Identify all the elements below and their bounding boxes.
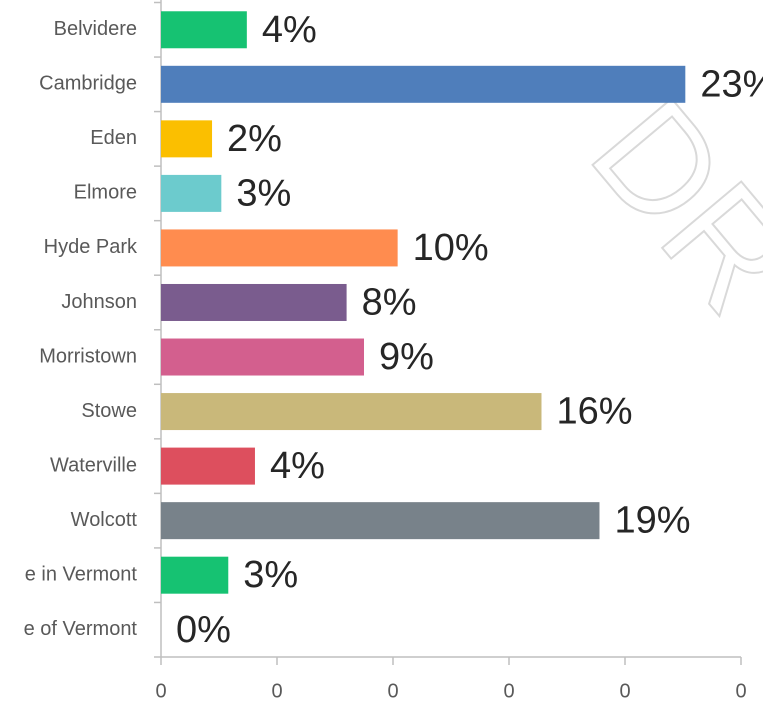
- bar: [161, 447, 255, 485]
- value-label: 10%: [413, 227, 489, 269]
- category-label: Elmore: [74, 182, 137, 204]
- category-label: Hyde Park: [44, 236, 138, 258]
- x-tick-label: 0: [271, 680, 282, 702]
- category-label: Cambridge: [39, 73, 137, 95]
- value-label: 9%: [379, 336, 434, 378]
- value-label: 4%: [262, 9, 317, 51]
- category-label: Belvidere: [54, 18, 137, 40]
- value-label: 4%: [270, 445, 325, 487]
- category-label: Stowe: [81, 400, 137, 422]
- category-label: Wolcott: [71, 509, 138, 531]
- bar: [161, 65, 686, 103]
- bar: [161, 174, 222, 212]
- watermark: DR: [560, 68, 763, 342]
- value-label: 3%: [243, 554, 298, 596]
- x-tick-label: 0: [155, 680, 166, 702]
- x-tick-label: 0: [735, 680, 746, 702]
- x-tick-label: 0: [619, 680, 630, 702]
- category-label: Johnson: [61, 291, 137, 313]
- bar: [161, 556, 229, 594]
- x-tick-label: 0: [387, 680, 398, 702]
- category-label: Waterville: [50, 454, 137, 476]
- bar: [161, 229, 398, 267]
- value-label: 8%: [362, 282, 417, 324]
- category-label: Eden: [90, 127, 137, 149]
- value-label: 16%: [556, 391, 632, 433]
- category-label: e of Vermont: [24, 618, 138, 640]
- value-label: 2%: [227, 118, 282, 160]
- bar: [161, 393, 542, 431]
- value-label: 0%: [176, 609, 231, 651]
- category-label: e in Vermont: [25, 563, 138, 585]
- bar: [161, 502, 600, 540]
- x-tick-label: 0: [503, 680, 514, 702]
- value-label: 23%: [700, 63, 763, 105]
- bar: [161, 120, 213, 158]
- value-label: 3%: [236, 172, 291, 214]
- value-label: 19%: [614, 500, 690, 542]
- bar: [161, 338, 364, 376]
- category-label: Morristown: [39, 345, 137, 367]
- bar: [161, 11, 247, 49]
- bar: [161, 283, 347, 321]
